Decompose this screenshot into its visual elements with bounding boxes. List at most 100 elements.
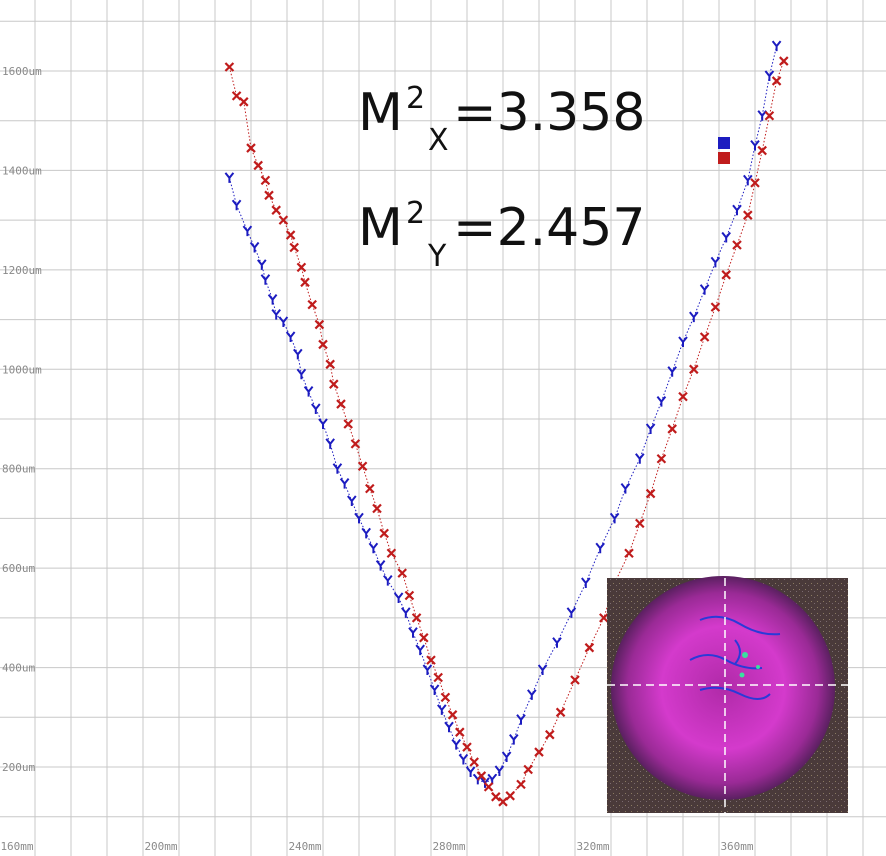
- data-point-y-marker: [595, 542, 605, 554]
- data-point-y-marker: [278, 316, 289, 328]
- data-point-x-marker: [771, 76, 782, 86]
- data-series: [224, 40, 789, 807]
- data-point-x-marker: [343, 419, 353, 429]
- x-tick-label: 280mm: [432, 840, 465, 853]
- data-point-x-marker: [721, 270, 731, 280]
- data-point-x-marker: [750, 178, 760, 188]
- data-point-y-marker: [771, 40, 782, 52]
- data-point-x-marker: [710, 302, 721, 312]
- data-point-y-marker: [667, 366, 677, 377]
- data-point-x-marker: [419, 632, 429, 643]
- data-point-y-marker: [732, 204, 742, 216]
- data-point-x-marker: [433, 672, 443, 683]
- data-point-x-marker: [667, 424, 677, 434]
- data-point-y-marker: [422, 664, 433, 676]
- data-point-x-marker: [570, 675, 580, 685]
- data-point-x-marker: [555, 707, 566, 718]
- data-point-y-marker: [231, 199, 242, 211]
- data-point-y-marker: [311, 403, 321, 415]
- data-point-x-marker: [404, 590, 415, 601]
- data-point-y-marker: [260, 274, 271, 285]
- m2y-value: =2.457: [453, 198, 645, 258]
- data-point-x-marker: [699, 332, 710, 342]
- x-tick-label: 160mm: [0, 840, 33, 853]
- m2-x-annotation: M 2 X =3.358: [358, 81, 645, 158]
- data-point-x-marker: [285, 230, 296, 240]
- m2-y-annotation: M 2 Y =2.457: [358, 196, 645, 274]
- data-point-x-marker: [307, 299, 317, 310]
- data-point-x-marker: [278, 215, 289, 225]
- data-point-x-marker: [483, 782, 494, 792]
- data-point-y-marker: [458, 753, 469, 765]
- data-point-x-marker: [314, 319, 325, 330]
- data-point-y-marker: [635, 453, 645, 464]
- data-point-x-marker: [246, 143, 256, 153]
- data-point-y-marker: [267, 294, 278, 305]
- data-point-y-marker: [271, 308, 281, 320]
- data-point-y-marker: [429, 684, 440, 695]
- data-point-y-marker: [415, 644, 425, 656]
- data-point-x-marker: [764, 110, 775, 121]
- data-point-x-marker: [455, 727, 465, 737]
- x-tick-label: 240mm: [288, 840, 321, 853]
- data-point-y-marker: [764, 70, 775, 81]
- data-point-x-marker: [584, 642, 595, 653]
- y-tick-label: 1400um: [2, 164, 42, 177]
- data-point-y-marker: [444, 721, 454, 733]
- m2y-base: M: [358, 198, 403, 258]
- data-point-y-marker: [501, 751, 512, 763]
- data-point-x-marker: [318, 339, 328, 350]
- data-point-x-marker: [386, 548, 397, 559]
- y-tick-label: 400um: [2, 662, 35, 675]
- data-point-y-marker: [224, 172, 235, 183]
- data-point-x-marker: [624, 548, 634, 559]
- m2x-value: =3.358: [453, 83, 645, 143]
- data-point-y-marker: [339, 478, 350, 489]
- axis-tick-labels: 160mm 200mm 240mm 280mm 320mm 360mm 200um 400um…: [0, 65, 753, 853]
- data-point-y-marker: [401, 607, 411, 618]
- data-point-x-marker: [296, 262, 307, 273]
- data-point-x-marker: [757, 145, 767, 156]
- m2x-sup: 2: [406, 81, 425, 116]
- data-point-x-marker: [253, 160, 263, 171]
- data-point-y-marker: [566, 607, 577, 618]
- data-point-x-marker: [476, 771, 487, 781]
- data-point-x-marker: [440, 692, 451, 703]
- data-point-y-marker: [296, 368, 307, 380]
- data-point-x-marker: [264, 190, 274, 201]
- data-point-y-marker: [581, 577, 591, 589]
- y-tick-label: 600um: [2, 562, 35, 575]
- data-point-x-marker: [260, 175, 271, 186]
- data-point-x-marker: [635, 518, 645, 529]
- data-point-y-marker: [249, 241, 260, 253]
- data-point-y-marker: [383, 574, 393, 586]
- m2y-sub: Y: [427, 239, 447, 274]
- data-point-x-marker: [426, 655, 436, 665]
- data-point-x-marker: [779, 56, 789, 66]
- beam-hot-spots: [689, 615, 781, 700]
- data-point-x-marker: [379, 528, 389, 539]
- beam-profile-inset: [607, 576, 848, 813]
- x-tick-label: 320mm: [576, 840, 609, 853]
- data-point-y-marker: [354, 512, 364, 524]
- data-point-x-marker: [372, 503, 382, 514]
- data-point-x-marker: [357, 461, 368, 472]
- data-point-x-marker: [523, 764, 533, 775]
- data-point-y-marker: [721, 231, 731, 243]
- data-point-y-marker: [645, 423, 656, 434]
- data-point-x-marker: [743, 210, 753, 220]
- data-point-x-marker: [469, 757, 479, 767]
- data-point-y-marker: [537, 664, 548, 676]
- data-point-x-marker: [397, 568, 407, 578]
- selected-point-red: [718, 152, 730, 164]
- data-point-y-marker: [437, 704, 447, 715]
- data-point-y-marker: [368, 542, 379, 554]
- data-point-x-marker: [300, 277, 310, 288]
- data-point-y-marker: [303, 386, 314, 397]
- data-point-x-marker: [678, 391, 688, 402]
- data-point-y-marker: [678, 336, 688, 347]
- data-point-y-marker: [656, 395, 667, 407]
- data-point-x-marker: [289, 242, 299, 253]
- m2x-sub: X: [428, 123, 449, 158]
- data-point-y-marker: [361, 527, 371, 539]
